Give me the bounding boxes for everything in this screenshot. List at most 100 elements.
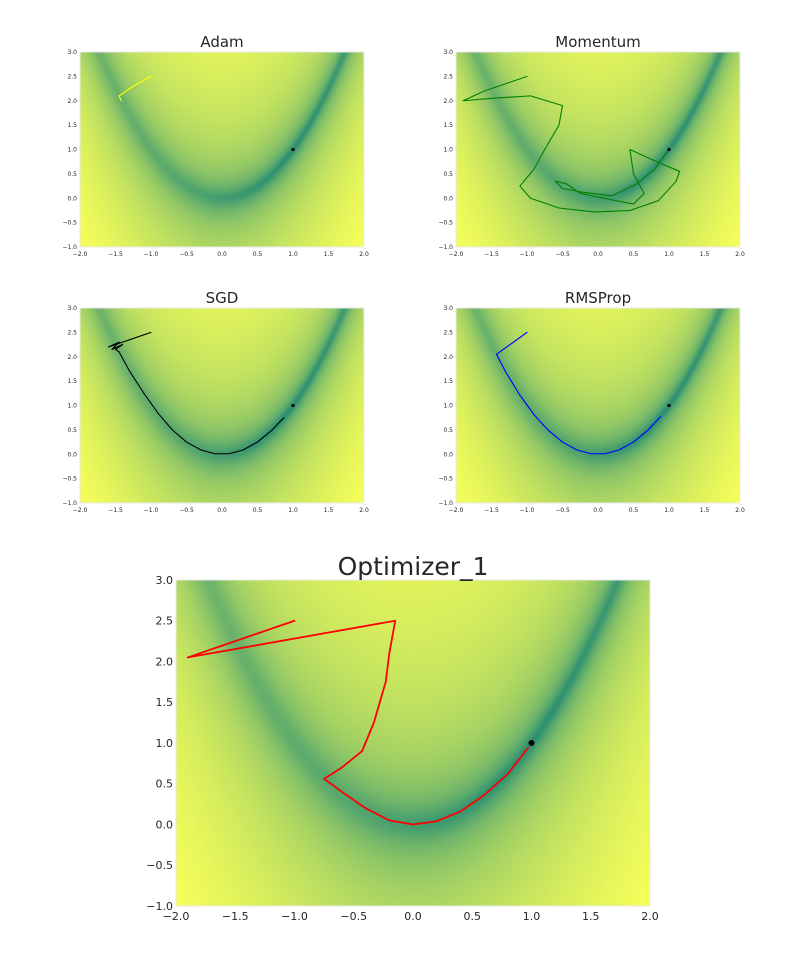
x-tick-label: −1.5 xyxy=(222,910,249,923)
heatmap-background xyxy=(176,580,650,906)
x-tick-label: 1.5 xyxy=(700,251,710,258)
y-tick-label: 2.5 xyxy=(443,73,453,80)
y-tick-label: −0.5 xyxy=(438,476,453,483)
axes-frame xyxy=(79,307,365,504)
y-tick-label: 2.5 xyxy=(443,329,453,336)
panel-rmsprop: RMSProp −2.0 −1.5 −1.0 −0.5 0.0 0.5 1.0 1.5 2.0 3.… xyxy=(438,289,745,514)
y-tick-label: 1.0 xyxy=(156,737,174,750)
x-tick-label: −2.0 xyxy=(449,507,464,514)
y-tick-label: 1.5 xyxy=(443,122,453,129)
chart-title: Momentum xyxy=(555,33,640,51)
panel-sgd: SGD −2.0 −1.5 −1.0 −0.5 0.0 0.5 1.0 1.5 2.0 3.0 2.5… xyxy=(62,289,369,514)
y-tick-label: 3.0 xyxy=(443,49,453,56)
x-tick-label: 0.5 xyxy=(464,910,482,923)
x-tick-label: −0.5 xyxy=(340,910,367,923)
x-tick-label: 1.5 xyxy=(324,507,334,514)
x-tick-label: 2.0 xyxy=(359,251,369,258)
x-tick-label: −2.0 xyxy=(73,507,88,514)
x-tick-label: −1.5 xyxy=(108,507,123,514)
x-tick-label: 0.5 xyxy=(629,251,639,258)
y-tick-label: 0.0 xyxy=(67,451,77,458)
y-tick-label: 2.0 xyxy=(156,655,174,668)
heatmap-background xyxy=(456,308,740,503)
axes-frame xyxy=(175,579,651,907)
optimizer-path xyxy=(107,331,285,455)
y-tick-label: −1.0 xyxy=(62,500,77,507)
chart-title: Optimizer_1 xyxy=(338,552,489,581)
x-tick-label: 1.0 xyxy=(288,507,298,514)
x-tick-label: 1.0 xyxy=(664,507,674,514)
y-tick-label: 1.5 xyxy=(67,378,77,385)
x-tick-label: 1.0 xyxy=(664,251,674,258)
x-tick-label: 1.0 xyxy=(523,910,541,923)
x-tick-label: −1.0 xyxy=(144,251,159,258)
y-tick-label: 2.0 xyxy=(443,98,453,105)
chart-title: Adam xyxy=(200,33,243,51)
x-tick-label: 0.5 xyxy=(253,251,263,258)
y-tick-label: 1.5 xyxy=(156,696,174,709)
y-tick-label: 3.0 xyxy=(67,305,77,312)
y-tick-label: 1.0 xyxy=(443,147,453,154)
x-tick-label: −1.5 xyxy=(484,507,499,514)
y-tick-label: 1.0 xyxy=(443,403,453,410)
y-tick-label: 2.0 xyxy=(443,354,453,361)
x-tick-label: 1.5 xyxy=(324,251,334,258)
x-tick-label: 0.0 xyxy=(217,507,227,514)
y-tick-label: 1.0 xyxy=(67,147,77,154)
optimizer-path xyxy=(462,75,681,213)
y-tick-label: −1.0 xyxy=(438,500,453,507)
y-tick-label: 0.5 xyxy=(443,171,453,178)
y-tick-label: −0.5 xyxy=(438,220,453,227)
y-tick-label: −1.0 xyxy=(438,244,453,251)
y-tick-label: 1.5 xyxy=(443,378,453,385)
x-tick-label: 0.0 xyxy=(593,251,603,258)
y-tick-label: −0.5 xyxy=(62,476,77,483)
chart-title: RMSProp xyxy=(565,289,631,307)
y-tick-label: 0.5 xyxy=(156,778,174,791)
x-tick-label: 2.0 xyxy=(735,507,745,514)
y-tick-label: 0.0 xyxy=(443,451,453,458)
x-tick-label: −2.0 xyxy=(73,251,88,258)
chart-title: SGD xyxy=(206,289,239,307)
y-tick-label: 2.0 xyxy=(67,98,77,105)
x-tick-label: 1.5 xyxy=(582,910,600,923)
minimum-marker xyxy=(667,147,671,152)
heatmap-background xyxy=(80,308,364,503)
y-tick-label: −0.5 xyxy=(62,220,77,227)
y-tick-label: 0.0 xyxy=(443,195,453,202)
x-tick-label: 0.5 xyxy=(253,507,263,514)
x-tick-label: −0.5 xyxy=(179,251,194,258)
y-tick-label: 3.0 xyxy=(156,574,174,587)
y-tick-label: 2.0 xyxy=(67,354,77,361)
axes-frame xyxy=(455,307,741,504)
x-tick-label: −1.0 xyxy=(520,507,535,514)
y-tick-label: 3.0 xyxy=(443,305,453,312)
x-tick-label: 2.0 xyxy=(359,507,369,514)
x-tick-label: 1.0 xyxy=(288,251,298,258)
x-tick-label: −2.0 xyxy=(163,910,190,923)
y-tick-label: 1.0 xyxy=(67,403,77,410)
x-tick-label: −1.0 xyxy=(144,507,159,514)
x-tick-label: −0.5 xyxy=(179,507,194,514)
y-tick-label: 0.0 xyxy=(67,195,77,202)
panel-momentum: Momentum −2.0 −1.5 −1.0 −0.5 0.0 0.5 1.0 1.5 2.0 3… xyxy=(438,33,745,258)
panel-optimizer-1: Optimizer_1 −2.0 −1.5 −1.0 −0.5 0.0 0.5 1.0 1.5 2… xyxy=(146,552,658,923)
y-tick-label: −1.0 xyxy=(146,900,173,913)
x-tick-label: −0.5 xyxy=(555,251,570,258)
x-tick-label: 0.0 xyxy=(404,910,422,923)
x-tick-label: 0.5 xyxy=(629,507,639,514)
x-tick-label: 1.5 xyxy=(700,507,710,514)
y-tick-label: 2.5 xyxy=(67,329,77,336)
minimum-marker xyxy=(291,147,295,152)
minimum-marker xyxy=(291,403,295,408)
y-tick-label: −1.0 xyxy=(62,244,77,251)
x-tick-label: −1.5 xyxy=(108,251,123,258)
heatmap-background xyxy=(456,52,740,247)
y-tick-label: 0.5 xyxy=(443,427,453,434)
y-tick-label: 0.5 xyxy=(67,171,77,178)
optimizer-path xyxy=(186,619,529,826)
y-tick-label: 1.5 xyxy=(67,122,77,129)
x-tick-label: −1.5 xyxy=(484,251,499,258)
x-tick-label: −0.5 xyxy=(555,507,570,514)
x-tick-label: 0.0 xyxy=(593,507,603,514)
